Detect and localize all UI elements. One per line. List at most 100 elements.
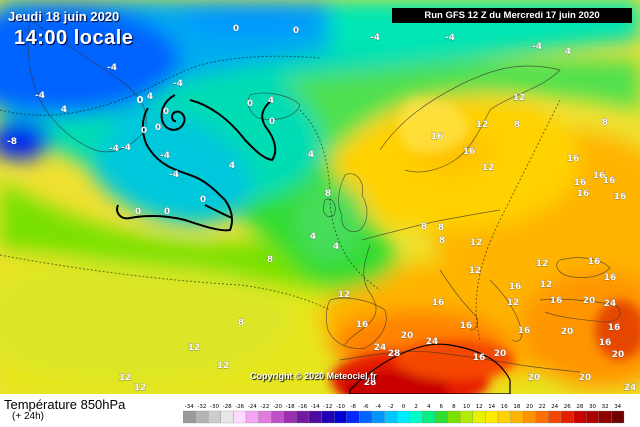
isotherm-label: 20 [612, 350, 625, 360]
scale-swatch [434, 410, 448, 424]
isotherm-label: -4 [160, 151, 170, 161]
scale-tick-label: 0 [402, 404, 406, 410]
isotherm-label: 4 [147, 92, 153, 102]
isotherm-label: 16 [599, 338, 612, 348]
scale-tick-label: -32 [197, 404, 206, 410]
scale-tick-label: 8 [452, 404, 456, 410]
scale-tick-label: 18 [513, 404, 520, 410]
scale-swatch [409, 410, 423, 424]
isotherm-label: 4 [310, 232, 316, 242]
isotherm-label: 16 [567, 154, 580, 164]
scale-swatch [208, 410, 221, 424]
scale-tick-label: -6 [363, 404, 369, 410]
isotherm-label: 0 [233, 24, 239, 34]
scale-swatch [271, 410, 284, 424]
isotherm-label: 12 [119, 373, 132, 383]
scale-tick-label: -30 [210, 404, 219, 410]
isotherm-label: 12 [540, 280, 553, 290]
isotherm-label: 20 [494, 349, 507, 359]
scale-tick-label: 22 [539, 404, 546, 410]
scale-swatch [384, 410, 398, 424]
scale-tick-label: -14 [311, 404, 320, 410]
isotherm-label: 12 [476, 120, 489, 130]
scale-swatch [523, 410, 536, 424]
scale-swatch [233, 410, 247, 424]
scale-swatch [245, 410, 259, 424]
isotherm-label: 16 [463, 147, 476, 157]
isotherm-label: 12 [513, 93, 526, 103]
isotherm-label: 24 [426, 337, 439, 347]
scale-swatch [497, 410, 511, 424]
isotherm-label: 8 [602, 118, 608, 128]
scale-swatch [472, 410, 486, 424]
scale-tick-label: 24 [551, 404, 558, 410]
isotherm-label: -4 [109, 144, 119, 154]
scale-tick-label: 16 [501, 404, 508, 410]
isotherm-label: 4 [565, 47, 571, 57]
isotherm-label: 4 [229, 161, 235, 171]
isotherm-label: 4 [268, 96, 274, 106]
isotherm-label: 16 [550, 296, 563, 306]
scale-swatch [220, 410, 234, 424]
isotherm-label: -4 [370, 33, 380, 43]
scale-swatch [535, 410, 549, 424]
scale-tick-label: 14 [488, 404, 495, 410]
forecast-date: Jeudi 18 juin 2020 [8, 9, 120, 24]
isotherm-label: 16 [431, 132, 444, 142]
isotherm-label: 8 [439, 236, 445, 246]
isotherm-label: -4 [35, 91, 45, 101]
scale-tick-label: -26 [235, 404, 244, 410]
scale-tick-label: -16 [298, 404, 307, 410]
forecast-local-time: 14:00 locale [14, 27, 134, 49]
isotherm-label: 4 [61, 105, 67, 115]
copyright-label: Copyright © 2020 Meteociel.fr [250, 371, 377, 381]
isotherm-label: 20 [579, 373, 592, 383]
isotherm-label: -8 [7, 137, 17, 147]
isotherm-label: 16 [356, 320, 369, 330]
scale-swatch [460, 410, 473, 424]
isotherm-label: 8 [421, 222, 427, 232]
scale-swatch [422, 410, 436, 424]
isotherm-label: 16 [518, 326, 531, 336]
scale-swatch [308, 410, 322, 424]
isotherm-label: 12 [217, 361, 230, 371]
isotherm-label: 20 [583, 296, 596, 306]
isotherm-label: 16 [588, 257, 601, 267]
scale-swatch [334, 410, 347, 424]
isotherm-label: 12 [188, 343, 201, 353]
isotherm-label: 16 [593, 171, 606, 181]
legend-title: Température 850hPa [4, 397, 126, 412]
isotherm-label: 0 [247, 99, 253, 109]
scale-swatch [359, 410, 373, 424]
scale-swatch [485, 410, 499, 424]
isotherm-label: 12 [536, 259, 549, 269]
isotherm-label: 12 [470, 238, 483, 248]
scale-tick-label: 2 [414, 404, 418, 410]
isotherm-label: -4 [173, 79, 183, 89]
isotherm-label: 16 [577, 189, 590, 199]
scale-swatch [195, 410, 209, 424]
scale-swatch [586, 410, 599, 424]
scale-tick-label: -10 [336, 404, 345, 410]
isotherm-label: 16 [603, 176, 616, 186]
scale-swatch [346, 410, 360, 424]
scale-tick-label: 28 [576, 404, 583, 410]
isotherm-label: 16 [473, 353, 486, 363]
isotherm-label: 8 [514, 120, 520, 130]
isotherm-label: 0 [141, 126, 147, 136]
isotherm-label: 20 [401, 331, 414, 341]
scale-swatch [371, 410, 385, 424]
scale-swatch [510, 410, 524, 424]
isotherm-label: 16 [432, 298, 445, 308]
isotherm-label: 16 [614, 192, 627, 202]
isotherm-label: 24 [624, 383, 637, 393]
isotherm-label: 16 [604, 273, 617, 283]
scale-tick-label: 10 [463, 404, 470, 410]
scale-tick-label: 32 [602, 404, 609, 410]
isotherm-label: 20 [528, 373, 541, 383]
isotherm-label: 0 [135, 207, 141, 217]
isotherm-label: 24 [374, 343, 387, 353]
scale-swatch [560, 410, 574, 424]
scale-tick-label: -12 [323, 404, 332, 410]
